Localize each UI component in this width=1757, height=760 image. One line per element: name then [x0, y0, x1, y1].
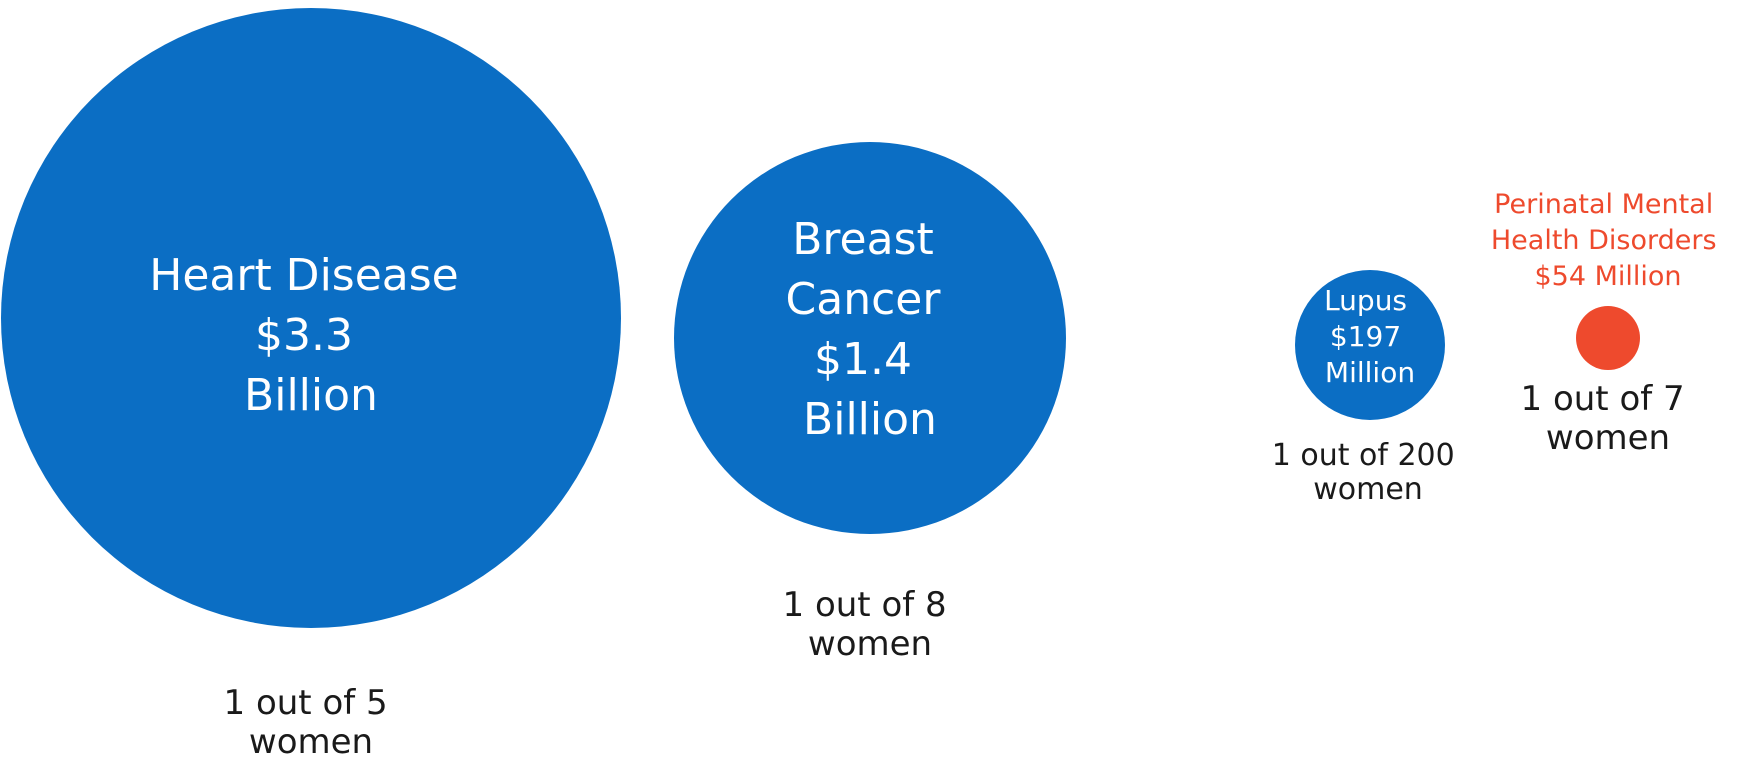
label-line: Billion: [803, 394, 937, 445]
bubble-circle-breast-cancer: [674, 142, 1066, 534]
bubble-lupus: Lupus $197 Million 1 out of 200 women: [1272, 270, 1465, 507]
bubble-heart-disease: Heart Disease $3.3 Billion 1 out of 5 wo…: [1, 8, 621, 760]
bubble-circle-perinatal: [1576, 306, 1640, 370]
bubble-label-breast-cancer: Breast Cancer $1.4 Billion: [786, 214, 955, 445]
prevalence-line: women: [1546, 418, 1670, 458]
label-line: $1.4: [814, 334, 912, 385]
label-line: Breast: [792, 214, 934, 265]
bubble-breast-cancer: Breast Cancer $1.4 Billion 1 out of 8 wo…: [674, 142, 1066, 664]
prevalence-perinatal: 1 out of 7 women: [1521, 379, 1696, 458]
bubble-circle-heart-disease: [1, 8, 621, 628]
prevalence-line: 1 out of 200: [1272, 438, 1455, 473]
bubble-label-lupus: Lupus $197 Million: [1324, 284, 1416, 389]
bubble-label-heart-disease: Heart Disease $3.3 Billion: [149, 250, 473, 421]
prevalence-heart-disease: 1 out of 5 women: [224, 683, 399, 760]
label-line: $197: [1330, 320, 1401, 353]
label-line: Perinatal Mental: [1494, 189, 1713, 220]
label-line: Lupus: [1324, 284, 1407, 317]
bubble-perinatal: Perinatal Mental Health Disorders $54 Mi…: [1491, 189, 1725, 458]
prevalence-lupus: 1 out of 200 women: [1272, 438, 1465, 507]
prevalence-line: women: [249, 722, 373, 760]
prevalence-line: women: [1313, 472, 1423, 507]
prevalence-line: 1 out of 8: [783, 585, 947, 625]
label-line: Billion: [244, 370, 378, 421]
label-line: $3.3: [255, 310, 353, 361]
prevalence-line: 1 out of 5: [224, 683, 388, 723]
bubble-label-perinatal: Perinatal Mental Health Disorders $54 Mi…: [1491, 189, 1725, 292]
prevalence-line: women: [808, 624, 932, 664]
label-line: Cancer: [786, 274, 942, 325]
bubble-circle-lupus: [1295, 270, 1445, 420]
label-line: Million: [1325, 356, 1415, 389]
prevalence-breast-cancer: 1 out of 8 women: [783, 585, 958, 664]
prevalence-line: 1 out of 7: [1521, 379, 1685, 419]
label-line: $54 Million: [1534, 261, 1681, 292]
label-line: Health Disorders: [1491, 225, 1717, 256]
label-line: Heart Disease: [149, 250, 459, 301]
